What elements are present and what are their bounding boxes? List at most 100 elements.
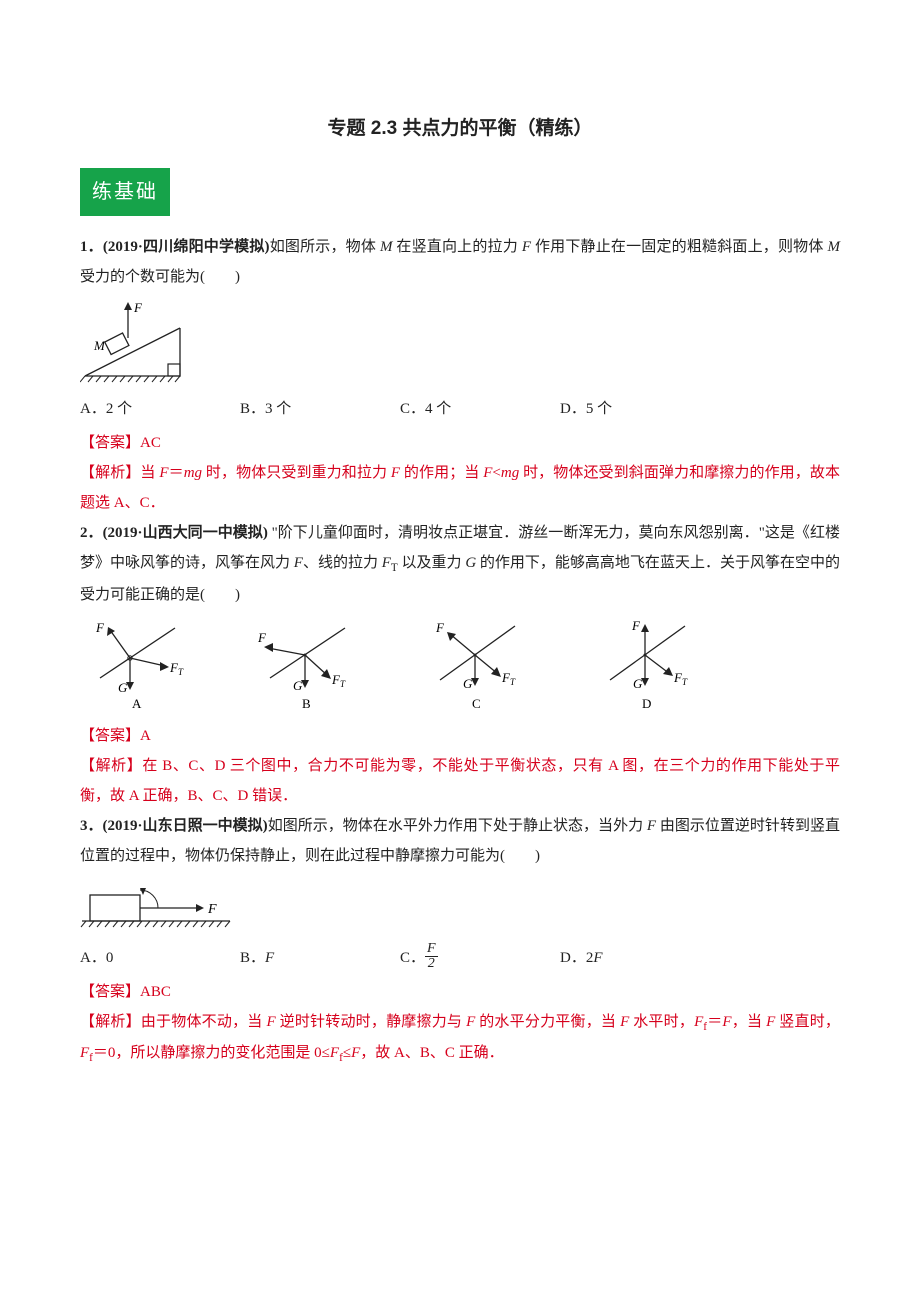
q2-text-b: 、线的拉力 xyxy=(303,555,382,571)
q1-line2b: 受力的个数可能为( ) xyxy=(80,269,240,285)
svg-text:F: F xyxy=(257,630,267,645)
q2-fig-C: F FT G C xyxy=(420,618,530,713)
q1-opt-B: B．3 个 xyxy=(240,394,400,424)
q3-exp-f: 竖直时， xyxy=(775,1014,840,1030)
q1-exp-label: 【解析】 xyxy=(80,465,140,481)
q1-text-b: 在竖直向上的拉力 xyxy=(392,239,521,255)
q1-fig-F-label: F xyxy=(133,300,143,315)
q2-fig-B: F FT G B xyxy=(250,618,360,713)
q2-ans-label: 【答案】 xyxy=(80,728,140,744)
q1-line2a: 则物体 xyxy=(778,239,828,255)
q3-opt-D: D．2F xyxy=(560,943,720,973)
q1-exp-eq: ＝ xyxy=(169,465,184,481)
q3-exp-F6: F xyxy=(351,1045,360,1061)
svg-text:B: B xyxy=(302,696,311,711)
q1-exp-a: 当 xyxy=(140,465,159,481)
svg-text:D: D xyxy=(642,696,651,711)
q3-answer: 【答案】ABC xyxy=(80,977,840,1007)
q3-exp-eq1: ＝ xyxy=(707,1014,722,1030)
q3-opt-A: A．0 xyxy=(80,943,240,973)
q1-exp-F1: F xyxy=(159,465,168,481)
badge-text: 练基础 xyxy=(80,168,170,216)
svg-text:G: G xyxy=(463,676,473,691)
q3-exp-eq2: ＝0，所以静摩擦力的变化范围是 0≤ xyxy=(93,1045,330,1061)
svg-text:FT: FT xyxy=(169,660,184,677)
q2-exp-label: 【解析】 xyxy=(80,758,142,774)
q3-exp-g: ，故 A、B、C 正确． xyxy=(360,1045,503,1061)
svg-text:FT: FT xyxy=(673,670,688,687)
q3-exp-d: 水平时， xyxy=(629,1014,694,1030)
q1-ans-label: 【答案】 xyxy=(80,435,140,451)
q1-text-a: 如图所示，物体 xyxy=(270,239,380,255)
q1-opt-D: D．5 个 xyxy=(560,394,720,424)
q1-exp-mg1: mg xyxy=(184,465,202,481)
q1-opt-C: C．4 个 xyxy=(400,394,560,424)
svg-text:G: G xyxy=(118,680,128,695)
q2-stem: 2．(2019·山西大同一中模拟) "阶下儿童仰面时，清明妆点正堪宜．游丝一断浑… xyxy=(80,518,840,610)
q2-F: F xyxy=(294,555,303,571)
svg-text:A: A xyxy=(132,696,142,711)
q1-ans: AC xyxy=(140,435,161,451)
section-badge: 练基础 xyxy=(80,168,840,232)
q2-exp: 在 B、C、D 三个图中，合力不可能为零，不能处于平衡状态，只有 A 图，在三个… xyxy=(80,758,840,804)
page-title: 专题 2.3 共点力的平衡（精练） xyxy=(80,110,840,148)
svg-text:FT: FT xyxy=(331,672,346,689)
q1-exp-b: 时，物体只受到重力和拉力 xyxy=(202,465,391,481)
q3-F1: F xyxy=(647,818,656,834)
q3-stem: 3．(2019·山东日照一中模拟)如图所示，物体在水平外力作用下处于静止状态，当… xyxy=(80,811,840,871)
q1-text-c: 作用下静止在一固定的粗糙斜面上， xyxy=(531,239,778,255)
q1-F1: F xyxy=(522,239,531,255)
q3-exp-c: 的水平分力平衡，当 xyxy=(475,1014,620,1030)
q3-ans: ABC xyxy=(140,984,171,1000)
q3-options: A．0 B．F C．F2 D．2F xyxy=(80,943,840,973)
q3-exp-F3: F xyxy=(620,1014,629,1030)
q1-explanation: 【解析】当 F＝mg 时，物体只受到重力和拉力 F 的作用；当 F<mg 时，物… xyxy=(80,458,840,518)
q1-exp-lt: < xyxy=(492,465,500,481)
q1-exp-F2: F xyxy=(391,465,400,481)
q2-fig-A: F FT G A xyxy=(80,618,190,713)
q1-opt-A: A．2 个 xyxy=(80,394,240,424)
q3-opt-C: C．F2 xyxy=(400,943,560,973)
q2-G: G xyxy=(465,555,476,571)
q2-source: (2019·山西大同一中模拟) xyxy=(103,525,268,541)
q3-ans-label: 【答案】 xyxy=(80,984,140,1000)
q3-exp-Ff2: F xyxy=(80,1045,89,1061)
q2-explanation: 【解析】在 B、C、D 三个图中，合力不可能为零，不能处于平衡状态，只有 A 图… xyxy=(80,751,840,811)
q3-opt-B: B．F xyxy=(240,943,400,973)
q3-exp-b: 逆时针转动时，静摩擦力与 xyxy=(276,1014,466,1030)
q1-source: (2019·四川绵阳中学模拟) xyxy=(103,239,270,255)
q3-source: (2019·山东日照一中模拟) xyxy=(103,818,268,834)
q3-explanation: 【解析】由于物体不动，当 F 逆时针转动时，静摩擦力与 F 的水平分力平衡，当 … xyxy=(80,1007,840,1070)
q1-num: 1． xyxy=(80,239,103,255)
q3-exp-e: ，当 xyxy=(732,1014,767,1030)
q3-figure: F xyxy=(80,877,840,937)
q3-fig-F: F xyxy=(207,902,217,917)
svg-text:F: F xyxy=(95,620,105,635)
q3-exp-F5: F xyxy=(766,1014,775,1030)
q1-stem: 1．(2019·四川绵阳中学模拟)如图所示，物体 M 在竖直向上的拉力 F 作用… xyxy=(80,232,840,292)
q2-FT: F xyxy=(382,555,391,571)
svg-text:F: F xyxy=(631,618,641,633)
svg-text:F: F xyxy=(435,620,445,635)
q3-exp-a: 由于物体不动，当 xyxy=(141,1014,267,1030)
svg-text:FT: FT xyxy=(501,670,516,687)
q1-fig-M-label: M xyxy=(93,338,106,353)
q2-FT-sub: T xyxy=(391,562,398,574)
q1-exp-mg2: mg xyxy=(501,465,519,481)
q1-M1: M xyxy=(380,239,393,255)
svg-text:C: C xyxy=(472,696,481,711)
q3-exp-label: 【解析】 xyxy=(80,1014,141,1030)
q3-exp-F1: F xyxy=(266,1014,275,1030)
q1-answer: 【答案】AC xyxy=(80,428,840,458)
q3-exp-Ff1: F xyxy=(694,1014,703,1030)
q3-exp-F4: F xyxy=(722,1014,731,1030)
q2-answer: 【答案】A xyxy=(80,721,840,751)
svg-text:G: G xyxy=(293,678,303,693)
q3-exp-F2: F xyxy=(466,1014,475,1030)
q3-text-a: 如图所示，物体在水平外力作用下处于静止状态，当外力 xyxy=(268,818,647,834)
q1-options: A．2 个 B．3 个 C．4 个 D．5 个 xyxy=(80,394,840,424)
svg-text:G: G xyxy=(633,676,643,691)
q3-num: 3． xyxy=(80,818,103,834)
q2-figures: F FT G A F FT G B F FT G C F FT G D xyxy=(80,618,840,713)
q1-figure: F M xyxy=(80,298,840,388)
